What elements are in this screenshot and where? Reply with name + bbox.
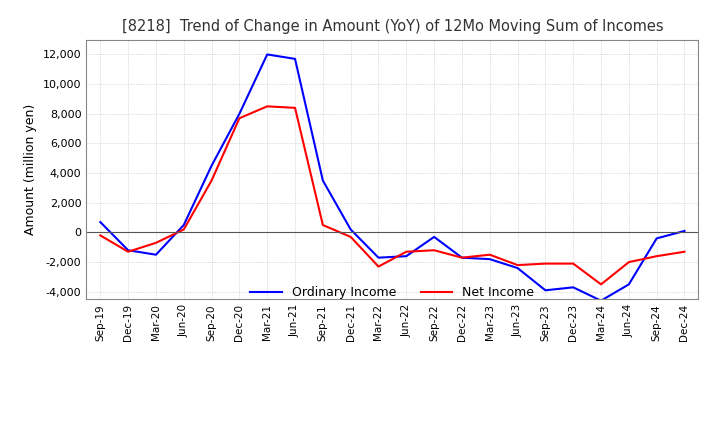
Ordinary Income (513, 265, 522, 271)
Net Income (207, 178, 216, 183)
Ordinary Income (430, 234, 438, 239)
Net Income (263, 104, 271, 109)
Ordinary Income (179, 222, 188, 227)
Net Income (402, 249, 410, 254)
Ordinary Income (680, 228, 689, 234)
Ordinary Income (318, 178, 327, 183)
Ordinary Income (485, 257, 494, 262)
Y-axis label: Amount (million yen): Amount (million yen) (24, 104, 37, 235)
Ordinary Income (569, 285, 577, 290)
Line: Net Income: Net Income (100, 106, 685, 284)
Net Income (124, 249, 132, 254)
Ordinary Income (374, 255, 383, 260)
Net Income (541, 261, 550, 266)
Net Income (291, 105, 300, 110)
Net Income (624, 260, 633, 265)
Ordinary Income (263, 52, 271, 57)
Net Income (96, 233, 104, 238)
Ordinary Income (235, 111, 243, 117)
Ordinary Income (96, 220, 104, 225)
Title: [8218]  Trend of Change in Amount (YoY) of 12Mo Moving Sum of Incomes: [8218] Trend of Change in Amount (YoY) o… (122, 19, 663, 34)
Ordinary Income (597, 298, 606, 303)
Ordinary Income (346, 227, 355, 232)
Net Income (430, 248, 438, 253)
Net Income (513, 262, 522, 268)
Ordinary Income (124, 248, 132, 253)
Ordinary Income (207, 163, 216, 169)
Net Income (179, 227, 188, 232)
Net Income (597, 282, 606, 287)
Ordinary Income (402, 253, 410, 259)
Ordinary Income (458, 255, 467, 260)
Ordinary Income (152, 252, 161, 257)
Net Income (569, 261, 577, 266)
Net Income (485, 252, 494, 257)
Net Income (346, 234, 355, 239)
Net Income (680, 249, 689, 254)
Net Income (458, 255, 467, 260)
Ordinary Income (652, 236, 661, 241)
Ordinary Income (624, 282, 633, 287)
Net Income (318, 222, 327, 227)
Ordinary Income (291, 56, 300, 62)
Line: Ordinary Income: Ordinary Income (100, 55, 685, 301)
Legend: Ordinary Income, Net Income: Ordinary Income, Net Income (246, 282, 539, 304)
Net Income (652, 253, 661, 259)
Net Income (235, 116, 243, 121)
Net Income (374, 264, 383, 269)
Net Income (152, 240, 161, 246)
Ordinary Income (541, 288, 550, 293)
